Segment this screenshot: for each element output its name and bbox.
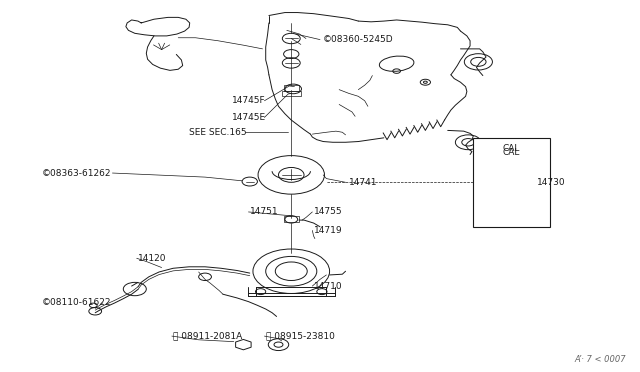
Text: 14755: 14755 [314, 208, 342, 217]
Text: CAL: CAL [503, 144, 520, 153]
Bar [282, 91, 301, 96]
Text: ©08110-61622: ©08110-61622 [42, 298, 112, 307]
Text: ⓝ 08911-2081A: ⓝ 08911-2081A [173, 331, 243, 341]
Text: Ⓞ 08915-23810: Ⓞ 08915-23810 [266, 331, 335, 341]
Text: 14745F: 14745F [232, 96, 266, 105]
Text: A’· 7 < 0007: A’· 7 < 0007 [575, 355, 627, 364]
Text: 14719: 14719 [314, 226, 342, 235]
Bar [473, 138, 550, 227]
Bar [284, 85, 299, 92]
Text: 14751: 14751 [250, 208, 278, 217]
Text: 14120: 14120 [138, 254, 166, 263]
Text: ©08360-5245D: ©08360-5245D [323, 35, 394, 44]
Text: ©08363-61262: ©08363-61262 [42, 169, 112, 177]
Text: 14710: 14710 [314, 282, 342, 291]
Text: 14745E: 14745E [232, 113, 266, 122]
Text: SEE SEC.165: SEE SEC.165 [189, 128, 246, 137]
Text: 14730: 14730 [537, 178, 566, 187]
Bar [256, 287, 326, 296]
Text: 14741: 14741 [349, 178, 377, 187]
Text: CAL: CAL [503, 148, 520, 157]
Bar [284, 216, 299, 222]
